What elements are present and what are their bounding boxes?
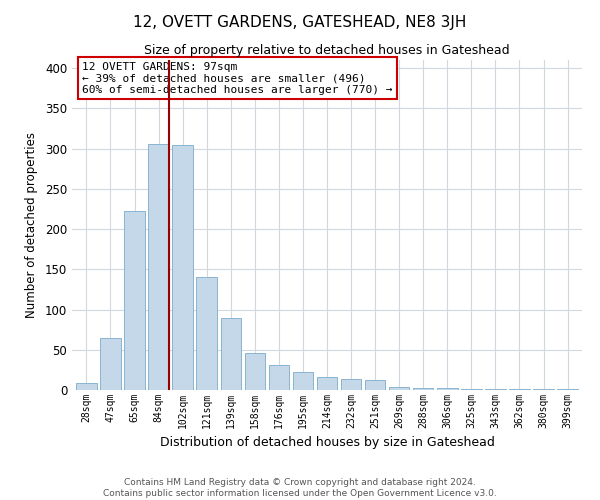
Bar [317, 377, 337, 390]
Bar [413, 388, 433, 390]
Bar [509, 389, 530, 390]
Bar [196, 276, 217, 390]
Bar [341, 378, 361, 390]
Bar [437, 388, 458, 390]
Bar [76, 383, 97, 390]
Bar [293, 372, 313, 390]
Bar [557, 389, 578, 390]
Bar [533, 389, 554, 390]
Bar [172, 146, 193, 390]
Bar [389, 387, 409, 390]
Bar [124, 212, 145, 390]
X-axis label: Distribution of detached houses by size in Gateshead: Distribution of detached houses by size … [160, 436, 494, 450]
Bar [461, 389, 482, 390]
Bar [245, 353, 265, 390]
Bar [221, 318, 241, 390]
Text: 12, OVETT GARDENS, GATESHEAD, NE8 3JH: 12, OVETT GARDENS, GATESHEAD, NE8 3JH [133, 15, 467, 30]
Bar [485, 389, 506, 390]
Text: Contains HM Land Registry data © Crown copyright and database right 2024.
Contai: Contains HM Land Registry data © Crown c… [103, 478, 497, 498]
Title: Size of property relative to detached houses in Gateshead: Size of property relative to detached ho… [144, 44, 510, 58]
Bar [269, 365, 289, 390]
Bar [148, 144, 169, 390]
Y-axis label: Number of detached properties: Number of detached properties [25, 132, 38, 318]
Text: 12 OVETT GARDENS: 97sqm
← 39% of detached houses are smaller (496)
60% of semi-d: 12 OVETT GARDENS: 97sqm ← 39% of detache… [82, 62, 392, 95]
Bar [365, 380, 385, 390]
Bar [100, 338, 121, 390]
